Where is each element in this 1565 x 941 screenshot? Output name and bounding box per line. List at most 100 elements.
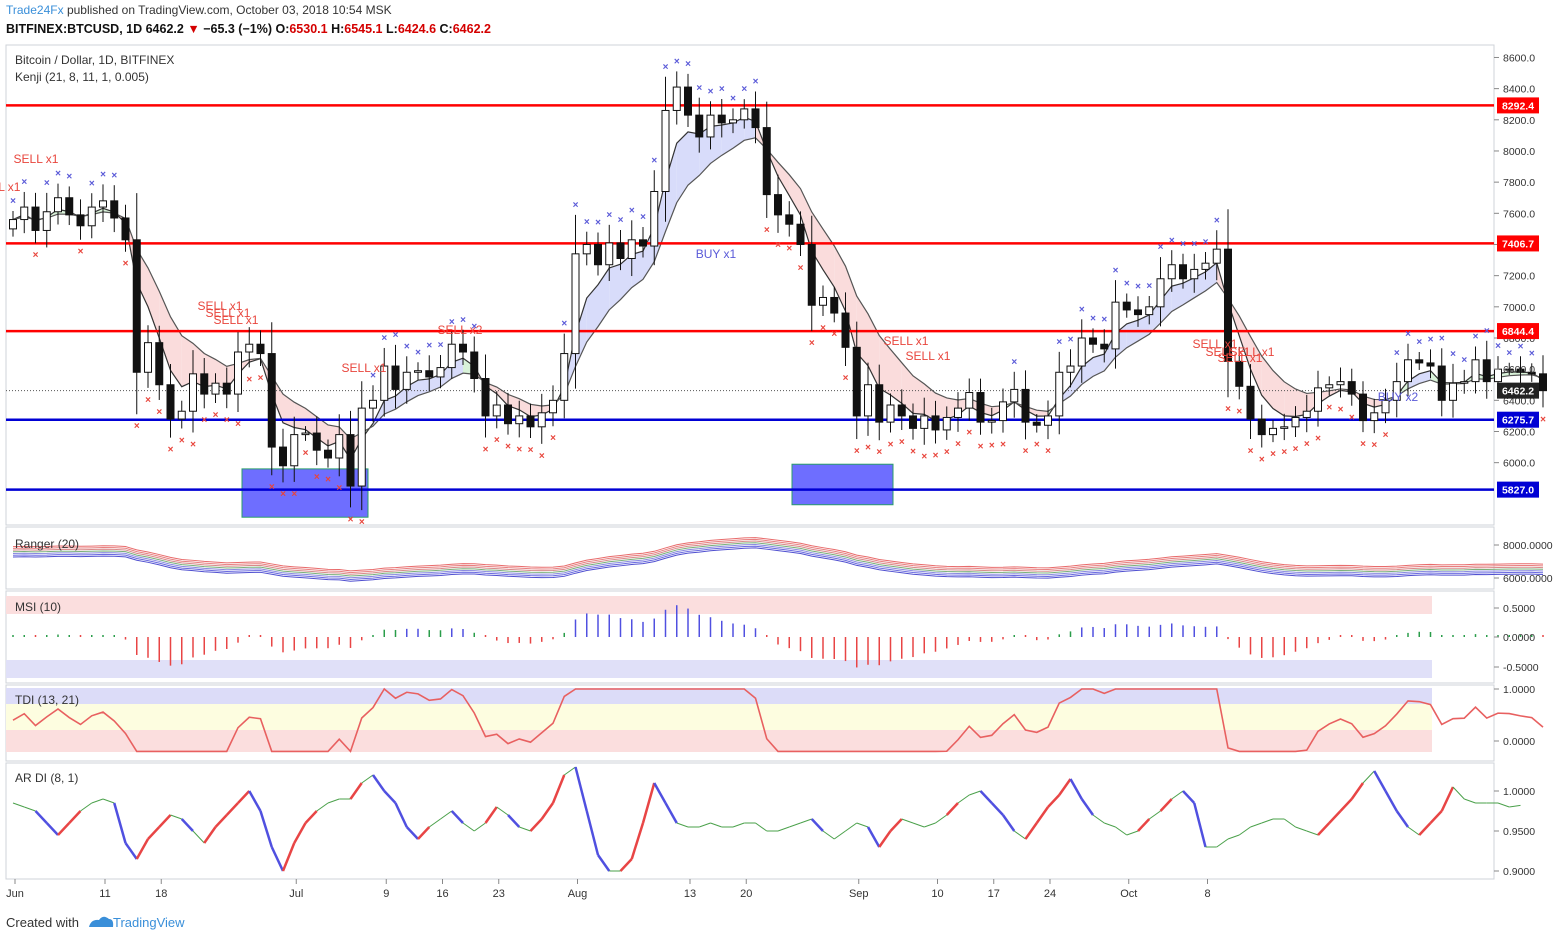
cloud-segment	[440, 362, 452, 388]
candle-down	[1347, 381, 1356, 395]
cloud-segment	[1261, 356, 1273, 409]
created-with: Created with	[6, 915, 79, 930]
buy-stop-marker: ×	[471, 322, 477, 333]
buy-stop-marker: ×	[573, 200, 579, 211]
candle-down	[695, 114, 704, 138]
ardi-segment	[473, 822, 486, 832]
ardi-segment	[1295, 826, 1307, 832]
ardi-segment	[901, 818, 914, 824]
kenji-label: Kenji (21, 8, 11, 1, 0.005)	[15, 70, 149, 84]
sell-stop-marker: ×	[921, 452, 927, 463]
tradingview-link[interactable]: TradingView	[112, 915, 185, 930]
ardi-segment	[270, 846, 285, 872]
cloud-segment	[1138, 314, 1150, 342]
candle-up	[99, 200, 107, 208]
author-link[interactable]: Trade24Fx	[6, 3, 64, 17]
ardi-segment	[462, 822, 475, 832]
candle-up	[447, 343, 456, 369]
ardi-segment	[1126, 830, 1139, 836]
candle-up	[706, 114, 715, 138]
ardi-segment	[563, 766, 576, 776]
buy-stop-marker: ×	[685, 59, 691, 70]
buy-stop-marker: ×	[1461, 355, 1467, 366]
resistance-tag	[1497, 97, 1539, 114]
candle-down	[1235, 360, 1244, 387]
cloud-segment	[1171, 283, 1183, 312]
sell-stop-marker: ×	[336, 483, 342, 494]
ardi-segment	[1182, 790, 1196, 804]
cloud-segment	[901, 362, 913, 414]
sell-stop-marker: ×	[1023, 446, 1029, 457]
buy-stop-marker: ×	[404, 341, 410, 352]
candle-up	[301, 432, 310, 436]
x-tick-label: 16	[436, 888, 448, 900]
ardi-segment	[1069, 778, 1083, 800]
y-tick-label: 6600.0	[1503, 364, 1535, 376]
candle-up	[1505, 368, 1514, 371]
x-tick-label: Aug	[568, 888, 588, 900]
x-tick-label: 24	[1044, 888, 1056, 900]
candle-down	[841, 312, 850, 348]
candle-down	[852, 346, 861, 417]
buy-stop-marker: ×	[741, 84, 747, 95]
candle-down	[65, 197, 74, 216]
sell-stop-marker: ×	[280, 489, 286, 500]
ardi-segment	[529, 818, 543, 832]
sell-stop-marker: ×	[314, 472, 320, 483]
candle-down	[1021, 388, 1030, 423]
sell-stop-marker: ×	[831, 329, 837, 340]
ardi-segment	[158, 814, 172, 828]
ardi-segment	[1115, 826, 1128, 836]
ardi-segment	[1159, 798, 1173, 812]
buy-signal-label: BUY x2	[1378, 390, 1419, 404]
ardi-segment	[1350, 782, 1365, 800]
candle-up	[1201, 262, 1210, 270]
ardi-segment	[979, 790, 993, 804]
candle-up	[1494, 368, 1502, 383]
candle-down	[279, 446, 287, 467]
candle-up	[177, 410, 186, 420]
sell-stop-marker: ×	[989, 440, 995, 451]
ardi-segment	[1464, 798, 1476, 804]
cloud-segment	[868, 313, 880, 389]
ardi-segment	[12, 802, 25, 808]
x-tick-label: 20	[740, 888, 752, 900]
candle-up	[414, 370, 422, 373]
ranger-pane	[5, 526, 1495, 590]
buy-stop-marker: ×	[415, 347, 421, 358]
ardi-segment	[293, 822, 307, 844]
ardi-title: AR DI (8, 1)	[15, 771, 78, 785]
msi-upper-band	[6, 596, 1432, 614]
candle-down	[1359, 393, 1367, 422]
ranger-line	[12, 540, 1544, 575]
sell-stop-marker: ×	[798, 263, 804, 274]
candle-down	[976, 392, 985, 423]
sell-signal-label: SELL x1	[1193, 337, 1238, 351]
sell-signal-label: SELL x2	[438, 323, 483, 337]
candle-down	[774, 194, 782, 216]
sell-stop-marker: ×	[78, 247, 84, 258]
ardi-segment	[34, 810, 48, 824]
candle-up	[1381, 399, 1390, 414]
ardi-segment	[653, 782, 667, 804]
buy-stop-marker: ×	[55, 169, 61, 180]
buy-stop-marker: ×	[730, 94, 736, 105]
buy-stop-marker: ×	[10, 196, 16, 207]
ardi-segment	[1261, 818, 1274, 824]
candle-up	[1314, 387, 1322, 412]
candle-up	[1269, 427, 1277, 436]
candle-down	[762, 127, 771, 196]
ranger-line	[12, 547, 1544, 582]
buy-stop-marker: ×	[1101, 314, 1107, 325]
candle-down	[594, 243, 602, 266]
sell-stop-marker: ×	[775, 240, 781, 251]
cloud-segment	[620, 254, 632, 300]
cloud-segment	[429, 374, 441, 392]
candle-up	[582, 243, 591, 255]
cloud-segment	[676, 131, 688, 203]
sell-stop-marker: ×	[190, 439, 196, 450]
ranger-line	[12, 543, 1544, 579]
candle-down	[1257, 418, 1266, 436]
cloud-segment	[778, 162, 790, 196]
